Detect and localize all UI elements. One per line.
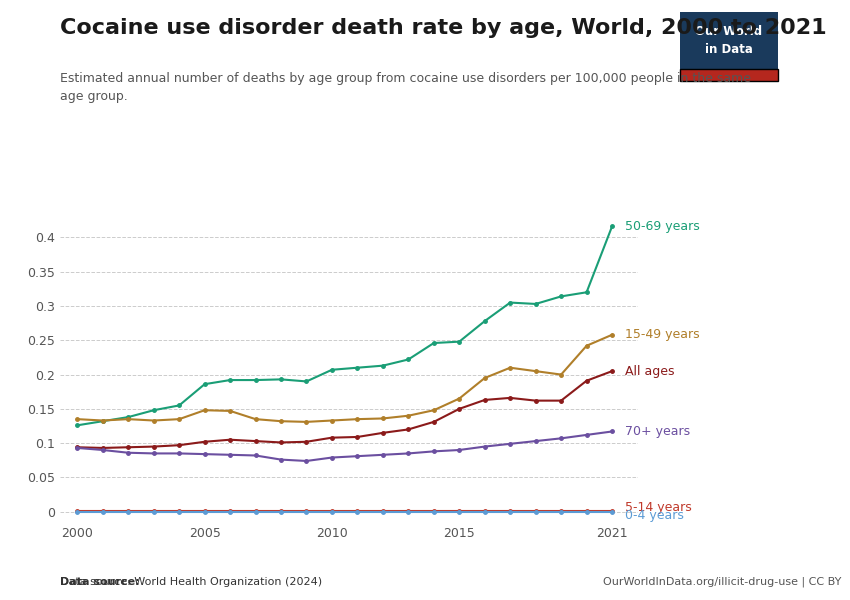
- Text: Data source:: Data source:: [60, 577, 139, 587]
- Text: OurWorldInData.org/illicit-drug-use | CC BY: OurWorldInData.org/illicit-drug-use | CC…: [604, 576, 842, 587]
- FancyBboxPatch shape: [680, 68, 778, 81]
- Text: 5-14 years: 5-14 years: [625, 501, 692, 514]
- Text: Cocaine use disorder death rate by age, World, 2000 to 2021: Cocaine use disorder death rate by age, …: [60, 18, 826, 38]
- Text: Estimated annual number of deaths by age group from cocaine use disorders per 10: Estimated annual number of deaths by age…: [60, 72, 751, 103]
- Text: All ages: All ages: [625, 365, 674, 377]
- Text: Data source: World Health Organization (2024): Data source: World Health Organization (…: [60, 577, 321, 587]
- Text: in Data: in Data: [705, 43, 753, 56]
- Text: 0-4 years: 0-4 years: [625, 509, 683, 523]
- Text: Our World: Our World: [695, 25, 762, 38]
- Text: 50-69 years: 50-69 years: [625, 220, 700, 233]
- Text: 70+ years: 70+ years: [625, 425, 690, 438]
- Text: 15-49 years: 15-49 years: [625, 328, 700, 341]
